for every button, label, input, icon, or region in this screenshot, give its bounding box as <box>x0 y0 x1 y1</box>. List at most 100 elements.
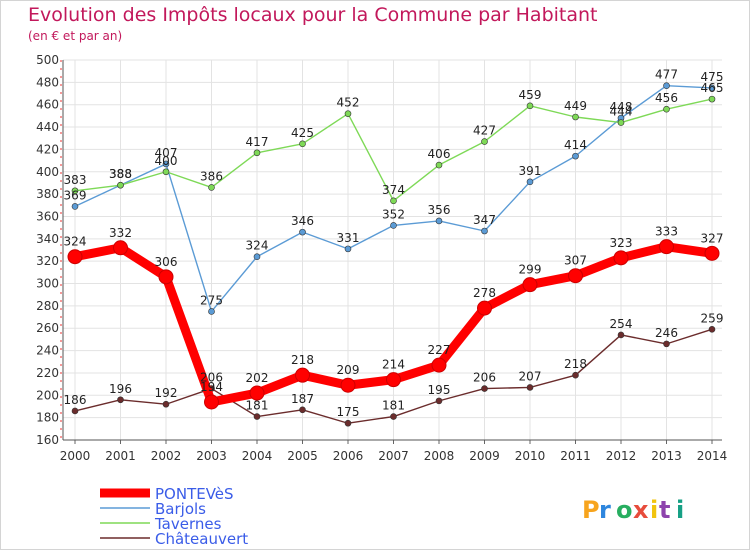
data-point <box>435 397 443 405</box>
data-point <box>708 95 716 103</box>
data-label: 207 <box>519 369 542 383</box>
y-tick-label: 420 <box>36 142 59 156</box>
data-label: 456 <box>655 91 678 105</box>
x-tick-label: 2010 <box>515 449 546 463</box>
y-tick-label: 180 <box>36 411 59 425</box>
data-label: 383 <box>64 173 87 187</box>
data-label: 459 <box>519 88 542 102</box>
data-label: 327 <box>701 231 724 245</box>
data-label: 374 <box>382 183 405 197</box>
data-point <box>344 419 352 427</box>
data-label: 187 <box>291 392 314 406</box>
data-point <box>299 140 306 148</box>
data-label: 388 <box>109 167 132 181</box>
axes: 1601802002202402602803003203403603804004… <box>36 53 727 463</box>
y-tick-label: 380 <box>36 187 59 201</box>
data-point <box>663 340 670 348</box>
data-label: 175 <box>337 405 360 419</box>
x-tick-label: 2000 <box>60 449 91 463</box>
y-tick-label: 300 <box>36 277 59 291</box>
data-labels: 186 196 192 206 181 187 175 181 195 206 207 218 254 2… <box>64 68 724 420</box>
data-point <box>663 82 670 90</box>
x-tick-label: 2005 <box>287 449 318 463</box>
data-point <box>162 168 170 176</box>
data-point <box>71 203 79 210</box>
data-point <box>295 367 310 383</box>
x-tick-label: 2011 <box>560 449 591 463</box>
data-point <box>617 331 625 339</box>
data-label: 475 <box>701 70 724 84</box>
data-point <box>708 326 716 333</box>
legend-label: PONTEVèS <box>155 485 234 503</box>
data-label: 477 <box>655 68 678 82</box>
data-label: 202 <box>246 371 269 385</box>
x-tick-label: 2002 <box>151 449 182 463</box>
data-point <box>158 269 174 285</box>
x-tick-label: 2004 <box>242 449 273 463</box>
y-tick-label: 440 <box>36 120 59 134</box>
y-tick-label: 360 <box>36 209 59 223</box>
data-label: 449 <box>564 99 587 113</box>
legend-label: Tavernes <box>154 515 222 533</box>
x-tick-label: 2003 <box>196 449 227 463</box>
data-point <box>71 187 79 195</box>
data-label: 194 <box>200 380 223 394</box>
x-tick-label: 2001 <box>105 449 136 463</box>
logo-letter: o <box>616 496 633 524</box>
data-label: 218 <box>564 357 587 371</box>
logo-letter: t <box>659 496 670 524</box>
logo-letter: r <box>599 496 611 524</box>
chart-subtitle: (en € et par an) <box>28 29 123 43</box>
chart-title: Evolution des Impôts locaux pour la Comm… <box>28 4 598 26</box>
x-tick-label: 2008 <box>424 449 455 463</box>
data-label: 181 <box>382 399 405 413</box>
data-label: 465 <box>701 81 724 95</box>
data-point <box>253 149 261 157</box>
data-label: 324 <box>246 239 269 253</box>
data-label: 186 <box>64 393 87 407</box>
y-tick-label: 480 <box>36 75 59 89</box>
data-label: 195 <box>428 383 451 397</box>
y-tick-label: 400 <box>36 165 59 179</box>
data-point <box>299 406 306 414</box>
data-label: 332 <box>109 226 132 240</box>
data-point <box>344 110 352 117</box>
data-point <box>117 396 124 404</box>
data-point <box>249 385 265 401</box>
data-label: 391 <box>519 164 542 178</box>
x-tick-label: 2014 <box>697 449 728 463</box>
data-label: 427 <box>473 124 496 138</box>
data-point <box>704 245 720 261</box>
data-label: 275 <box>200 293 223 307</box>
data-point <box>390 197 397 205</box>
data-point <box>522 277 538 293</box>
data-point <box>386 372 401 388</box>
x-tick-label: 2007 <box>378 449 409 463</box>
legend-label: Barjols <box>155 500 206 518</box>
logo-letter: x <box>633 496 649 524</box>
data-point <box>204 394 219 410</box>
data-point <box>481 138 488 145</box>
y-tick-label: 340 <box>36 232 59 246</box>
data-point <box>299 228 306 236</box>
data-point <box>572 152 579 160</box>
data-label: 406 <box>428 147 451 161</box>
data-label: 206 <box>200 371 223 385</box>
data-point <box>481 385 488 392</box>
data-point <box>617 119 625 126</box>
data-label: 324 <box>64 235 87 249</box>
data-label: 246 <box>655 326 678 340</box>
data-label: 369 <box>64 188 87 202</box>
data-point <box>526 384 534 391</box>
data-label: 196 <box>109 382 132 396</box>
data-label: 444 <box>610 105 633 119</box>
data-point <box>344 245 352 253</box>
data-label: 425 <box>291 126 314 140</box>
data-label: 306 <box>155 255 178 269</box>
data-point <box>340 377 356 393</box>
data-label: 206 <box>473 371 496 385</box>
data-label: 323 <box>610 236 633 250</box>
x-tick-label: 2009 <box>469 449 500 463</box>
data-label: 181 <box>246 399 269 413</box>
logo-letter: P <box>582 496 600 524</box>
